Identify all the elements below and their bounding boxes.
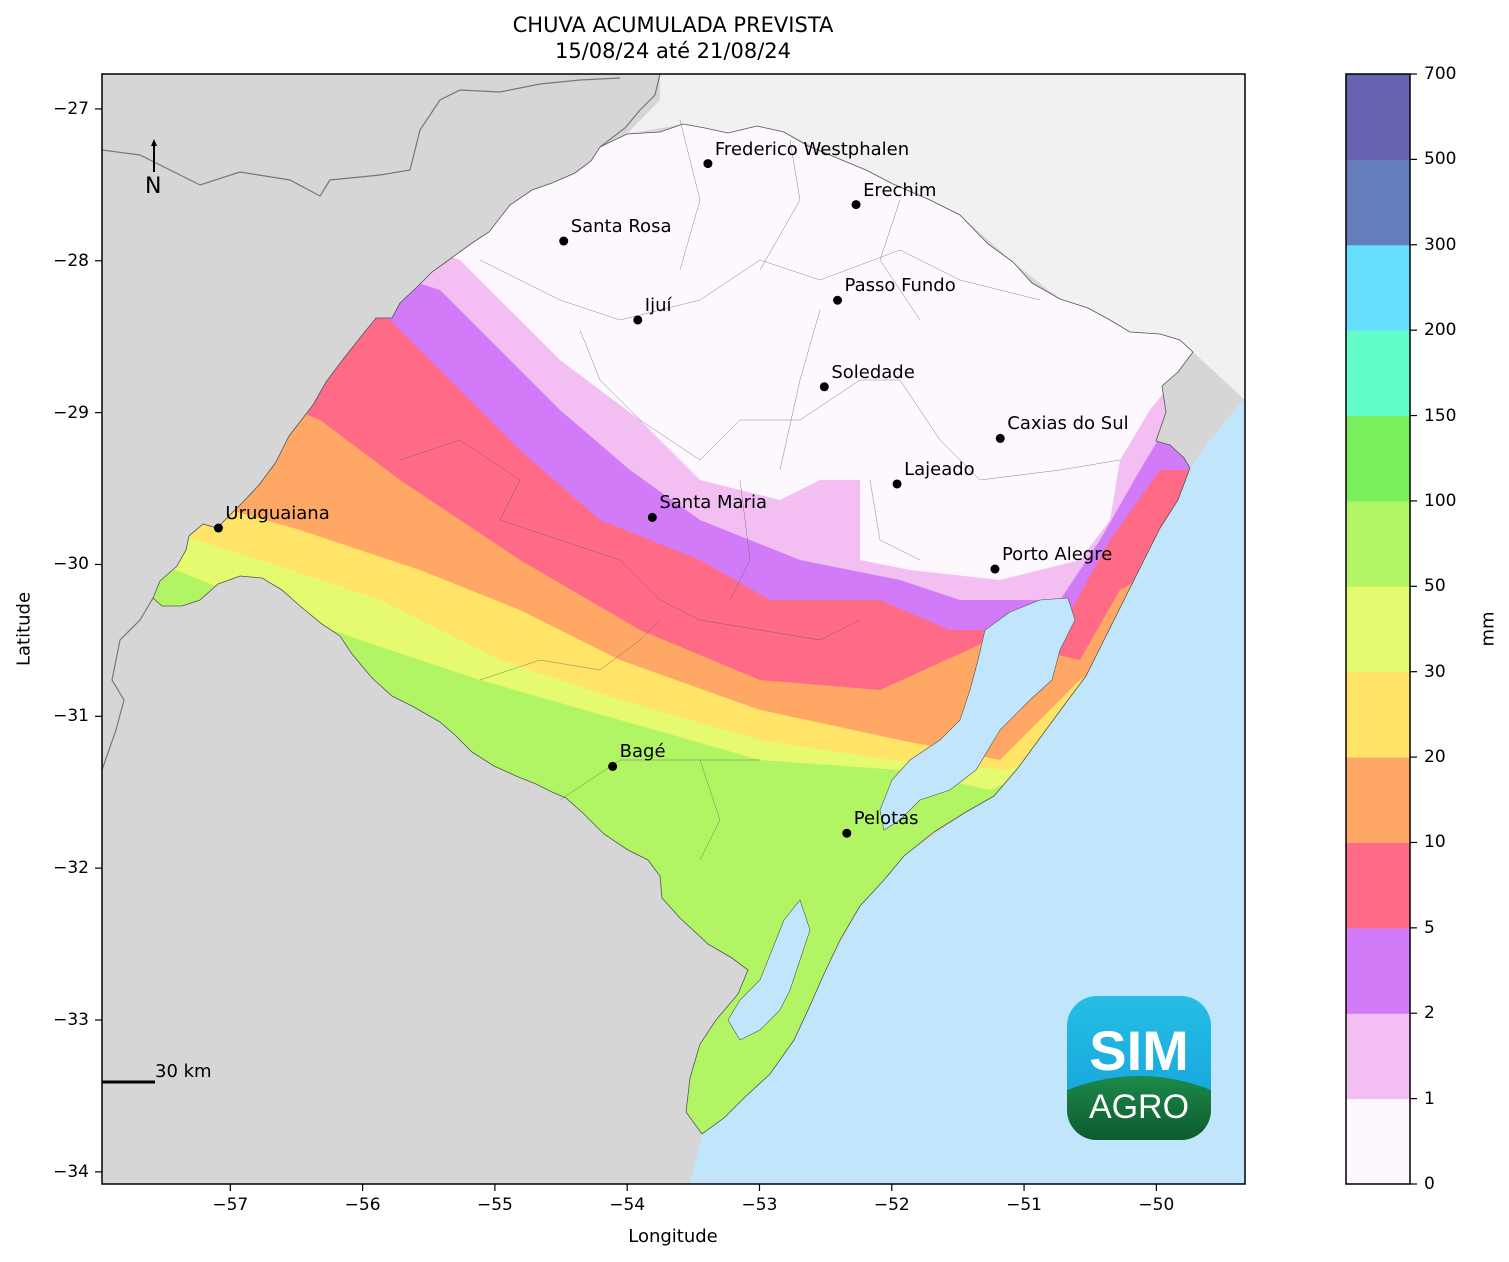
lagoa-mirim	[727, 899, 811, 1041]
colorbar-tick-label: 500	[1424, 149, 1457, 170]
city-label: Ijuí	[644, 294, 672, 316]
colorbar-tick-label: 30	[1424, 661, 1446, 682]
x-tick-label: −54	[609, 1195, 646, 1215]
colorbar-tick-label: 20	[1424, 747, 1446, 768]
city-marker	[819, 382, 829, 392]
x-tick-label: −56	[344, 1195, 381, 1215]
colorbar-tick-label: 0	[1424, 1174, 1435, 1194]
city-marker	[703, 159, 713, 169]
y-tick-label: −30	[53, 554, 89, 575]
city-label: Passo Fundo	[844, 275, 956, 297]
lagoa-dos-patos	[879, 597, 1076, 831]
sim-agro-logo: SIM AGRO	[1067, 996, 1211, 1140]
city-marker	[892, 479, 902, 489]
colorbar-segment	[1346, 74, 1410, 160]
colorbar-tick-label: 10	[1424, 832, 1446, 853]
city-marker	[213, 523, 223, 533]
colorbar-tick-label: 5	[1424, 917, 1435, 938]
city-label: Santa Rosa	[570, 216, 672, 238]
colorbar-tick-label: 1	[1424, 1088, 1435, 1109]
x-tick-label: −50	[1138, 1195, 1175, 1215]
x-axis-label: Longitude	[628, 1226, 718, 1247]
city-label: Uruguaiana	[225, 503, 330, 525]
colorbar-tick-label: 700	[1424, 64, 1457, 84]
x-tick-label: −57	[212, 1195, 249, 1215]
colorbar-segment	[1346, 842, 1410, 929]
city-label: Lajeado	[904, 458, 975, 480]
x-tick-label: −52	[873, 1195, 910, 1215]
colorbar-tick-label: 2	[1424, 1003, 1435, 1024]
x-tick-label: −55	[476, 1195, 513, 1215]
colorbar-label: mm	[1477, 611, 1499, 647]
city-markers	[213, 159, 1005, 838]
colorbar-frame	[1345, 73, 1411, 1185]
colorbar-segment	[1346, 671, 1410, 758]
city-label: Porto Alegre	[1001, 544, 1113, 566]
map-subtitle: 15/08/24 até 21/08/24	[554, 39, 791, 63]
colorbar-tick-label: 50	[1424, 576, 1446, 597]
city-marker	[608, 761, 618, 771]
city-marker	[559, 236, 569, 246]
city-marker	[833, 295, 843, 305]
city-label: Bagé	[619, 741, 666, 763]
logo-text-agro: AGRO	[1089, 1088, 1189, 1126]
colorbar	[1346, 73, 1417, 1185]
y-tick-label: −33	[53, 1010, 89, 1030]
y-axis-ticks	[95, 108, 102, 1173]
x-tick-label: −51	[1006, 1195, 1043, 1215]
y-tick-label: −27	[53, 98, 89, 119]
colorbar-segment	[1346, 159, 1410, 246]
city-marker	[842, 828, 852, 838]
city-marker	[647, 512, 657, 522]
city-marker	[995, 433, 1005, 443]
y-tick-label: −32	[53, 858, 89, 879]
city-label: Pelotas	[853, 808, 919, 830]
colorbar-tick-label: 100	[1424, 490, 1457, 511]
colorbar-segment	[1346, 500, 1410, 587]
map-title: CHUVA ACUMULADA PREVISTA	[512, 13, 834, 37]
north-arrow	[151, 139, 157, 172]
colorbar-segment	[1346, 330, 1410, 417]
colorbar-segment	[1346, 1013, 1410, 1100]
colorbar-segment	[1346, 586, 1410, 673]
colorbar-segment	[1346, 757, 1410, 843]
scale-bar-label: 30 km	[155, 1061, 212, 1082]
city-marker	[990, 564, 1000, 574]
country-border	[102, 74, 661, 771]
y-tick-label: −31	[53, 706, 89, 727]
region-borders	[399, 119, 1121, 861]
northern-land	[627, 74, 1245, 400]
y-tick-label: −28	[53, 250, 89, 271]
city-marker	[851, 200, 861, 210]
ocean	[690, 398, 1245, 1184]
colorbar-tick-label: 300	[1424, 234, 1457, 255]
colorbar-tick-label: 150	[1424, 405, 1457, 426]
city-label: Santa Maria	[659, 492, 767, 514]
x-axis-ticks	[229, 1184, 1157, 1191]
map-frame	[101, 73, 1246, 1185]
colorbar-segment	[1346, 415, 1410, 502]
city-label: Caxias do Sul	[1007, 413, 1129, 435]
city-marker	[633, 315, 643, 325]
colorbar-tick-label: 200	[1424, 320, 1457, 341]
colorbar-segment	[1346, 244, 1410, 331]
state-outline	[152, 123, 1194, 1135]
city-label: Erechim	[863, 179, 937, 201]
north-arrow-label: N	[145, 174, 162, 199]
y-axis-label: Latitude	[13, 591, 35, 667]
city-label: Frederico Westphalen	[714, 138, 910, 160]
y-tick-label: −29	[53, 402, 89, 423]
logo-text-sim: SIM	[1089, 1019, 1189, 1082]
y-tick-label: −34	[53, 1161, 89, 1182]
colorbar-segment	[1346, 927, 1410, 1014]
x-tick-label: −53	[741, 1195, 778, 1215]
city-label: Soledade	[831, 361, 915, 383]
colorbar-segment	[1346, 1098, 1410, 1185]
